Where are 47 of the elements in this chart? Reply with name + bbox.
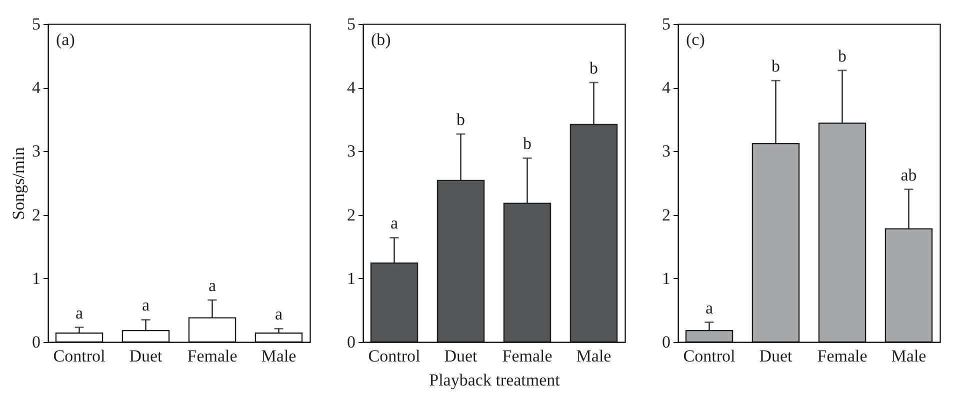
y-tick-label: 2 bbox=[32, 205, 40, 224]
y-tick-label: 1 bbox=[662, 268, 670, 288]
x-axis-title: Playback treatment bbox=[429, 370, 560, 390]
x-tick-label: Male bbox=[891, 346, 926, 366]
annotation: a bbox=[75, 303, 84, 322]
y-tick-label: 3 bbox=[32, 142, 40, 161]
annotation: a bbox=[142, 296, 150, 315]
x-tick-label: Female bbox=[817, 346, 868, 366]
x-tick-label: Duet bbox=[759, 346, 793, 366]
annotation: b bbox=[523, 134, 532, 154]
x-tick-label: Control bbox=[683, 346, 736, 366]
y-tick-label: 2 bbox=[347, 205, 356, 224]
y-tick-label: 0 bbox=[32, 332, 40, 352]
x-tick-label: Duet bbox=[129, 346, 163, 366]
y-tick-label: 0 bbox=[347, 332, 356, 352]
y-tick-label: 5 bbox=[347, 14, 356, 34]
annotation: a bbox=[390, 214, 398, 233]
x-tick-label: Control bbox=[53, 346, 106, 366]
annotation: b bbox=[456, 110, 465, 130]
annotation: a bbox=[274, 304, 283, 324]
y-tick-label: 3 bbox=[662, 142, 670, 161]
annotation: a bbox=[705, 298, 714, 318]
annotation: (b) bbox=[371, 30, 391, 49]
annotation: b bbox=[589, 58, 598, 78]
y-tick-label: 2 bbox=[662, 205, 670, 224]
x-tick-label: Male bbox=[576, 346, 612, 366]
annotation: a bbox=[208, 276, 216, 296]
annotation: (c) bbox=[686, 30, 705, 49]
x-tick-label: Duet bbox=[444, 346, 478, 366]
x-tick-label: Control bbox=[368, 346, 420, 366]
y-tick-label: 5 bbox=[662, 14, 670, 34]
y-axis-title: Songs/min bbox=[9, 146, 28, 220]
annotation: ab bbox=[900, 165, 917, 184]
y-tick-label: 1 bbox=[32, 268, 40, 288]
y-tick-label: 1 bbox=[347, 268, 356, 288]
y-tick-label: 5 bbox=[32, 14, 40, 34]
y-tick-label: 4 bbox=[662, 78, 671, 98]
y-tick-label: 0 bbox=[662, 332, 670, 352]
x-tick-label: Female bbox=[502, 346, 552, 366]
annotation: (a) bbox=[56, 30, 75, 49]
y-tick-label: 4 bbox=[347, 78, 356, 98]
x-tick-label: Male bbox=[261, 346, 296, 366]
x-tick-label: Female bbox=[187, 346, 238, 366]
annotation: b bbox=[838, 46, 846, 66]
y-tick-label: 3 bbox=[347, 142, 356, 161]
y-tick-label: 4 bbox=[32, 78, 41, 98]
annotation: b bbox=[772, 56, 780, 76]
